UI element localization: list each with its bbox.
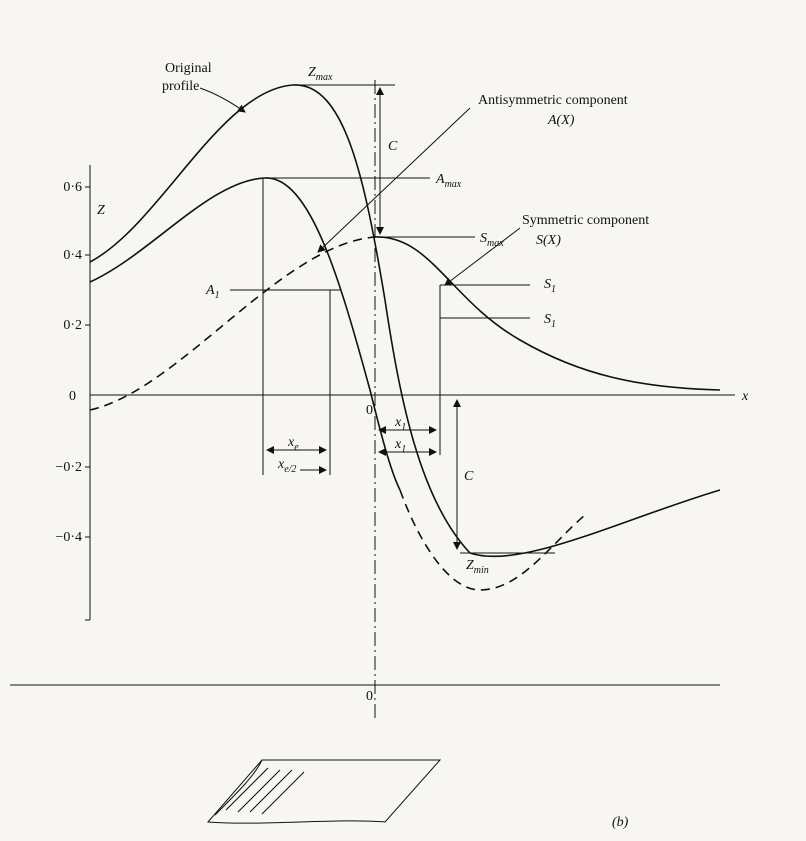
x-axis-label: x xyxy=(741,389,749,404)
y-label: −0·4 xyxy=(55,530,82,545)
slab-sketch xyxy=(208,760,440,823)
y-label: −0·2 xyxy=(55,460,82,475)
y-label: 0·4 xyxy=(63,248,82,263)
label: profile xyxy=(162,79,199,94)
y-ticks xyxy=(85,187,90,620)
y-label: 0 xyxy=(69,389,76,404)
label: Zmax xyxy=(308,65,333,83)
z-axis-label: Z xyxy=(97,203,105,218)
label: xe/2 xyxy=(277,457,296,475)
label: C xyxy=(464,469,474,484)
label: Smax xyxy=(480,231,504,249)
pointer xyxy=(200,88,245,112)
label: Antisymmetric component xyxy=(478,93,628,108)
label: Symmetric component xyxy=(522,213,649,228)
label: 0 xyxy=(366,689,373,704)
label: S(X) xyxy=(536,233,561,248)
y-label: 0·2 xyxy=(63,318,82,333)
original-profile-curve xyxy=(90,85,720,557)
label: Zmin xyxy=(466,558,489,576)
antisymmetric-curve-dashed xyxy=(400,490,585,590)
label: C xyxy=(388,139,398,154)
label: S1 xyxy=(544,277,556,295)
label: S1 xyxy=(544,312,556,330)
label: A1 xyxy=(205,283,220,301)
label: A(X) xyxy=(547,113,575,128)
figure: 0·6 0·4 0·2 0 −0·2 −0·4 Z x 0 Original p… xyxy=(0,0,806,841)
label: Amax xyxy=(435,172,462,190)
y-label: 0·6 xyxy=(63,180,82,195)
panel-label: (b) xyxy=(612,815,629,830)
origin-label: 0 xyxy=(366,403,373,418)
label: Original xyxy=(165,61,212,76)
